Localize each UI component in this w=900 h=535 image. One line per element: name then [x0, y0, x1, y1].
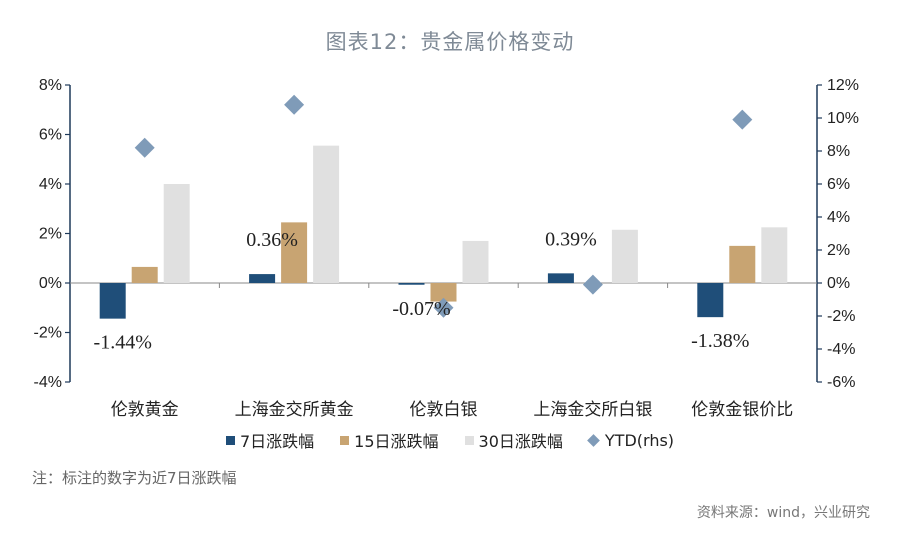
legend-label-15d: 15日涨跌幅 [354, 432, 439, 451]
ytd-markers-group [134, 94, 753, 318]
category-label-3: 上海金交所白银 [533, 400, 652, 420]
bars-group [99, 145, 788, 319]
bar-15d-0 [131, 266, 158, 283]
chart-source: 资料来源：wind，兴业研究 [696, 505, 870, 521]
right-tick-label: 6% [827, 176, 850, 193]
left-tick-label: 2% [39, 226, 62, 243]
bar-30d-4 [761, 227, 788, 283]
right-tick-label: -2% [827, 308, 855, 325]
category-label-0: 伦敦黄金 [111, 400, 179, 420]
left-tick-label: -2% [34, 325, 62, 342]
legend-label-7d: 7日涨跌幅 [239, 432, 315, 451]
right-tick-label: -6% [827, 374, 855, 391]
right-tick-label: 2% [827, 242, 850, 259]
bar-7d-0 [99, 283, 126, 319]
bar-7d-2 [398, 283, 425, 285]
bar-15d-4 [729, 245, 756, 283]
data-label-1: 0.36% [246, 229, 298, 251]
ytd-marker-4 [732, 109, 753, 130]
bar-30d-2 [462, 240, 489, 283]
ytd-marker-2 [433, 297, 454, 318]
left-tick-label: -4% [34, 374, 62, 391]
labels-group: 伦敦黄金 -1.44% 上海金交所黄金 0.36% 伦敦白银 -0.07% 上海金交所白银 0… [94, 228, 794, 420]
ytd-marker-3 [582, 274, 603, 295]
bar-7d-1 [249, 274, 276, 283]
legend-item-7d: 7日涨跌幅 [225, 428, 315, 452]
legend-swatch-15d [340, 435, 350, 445]
right-tick-label: 0% [827, 275, 850, 292]
chart-title: 图表12：贵金属价格变动 [325, 30, 575, 54]
category-label-1: 上海金交所黄金 [235, 400, 354, 420]
legend: 7日涨跌幅 15日涨跌幅 30日涨跌幅 YTD(rhs) [0, 428, 900, 452]
left-tick-label: 8% [39, 77, 62, 94]
ytd-marker-1 [284, 94, 305, 115]
data-label-4: -1.38% [691, 330, 749, 352]
legend-swatch-7d [225, 435, 235, 445]
axes-group: -4% -2% 0% 2% 4% 6% 8% -6% -4% -2% 0% 2% 4% 6% 8% 10% 12… [34, 77, 859, 391]
bar-7d-3 [547, 273, 574, 283]
bar-15d-1 [281, 222, 308, 283]
legend-swatch-ytd [587, 433, 600, 447]
legend-item-30d: 30日涨跌幅 [464, 428, 563, 452]
right-tick-label: 10% [827, 110, 859, 127]
bar-30d-0 [163, 184, 190, 283]
data-label-0: -1.44% [94, 332, 152, 354]
bar-30d-3 [611, 229, 638, 283]
data-label-2: -0.07% [392, 298, 450, 320]
category-label-4: 伦敦金银价比 [691, 400, 793, 420]
bar-30d-1 [313, 145, 340, 283]
data-label-3: 0.39% [545, 228, 597, 250]
category-label-2: 伦敦白银 [410, 400, 478, 420]
right-tick-label: 12% [827, 77, 859, 94]
legend-item-15d: 15日涨跌幅 [340, 428, 439, 452]
chart-note: 注：标注的数字为近7日涨跌幅 [32, 469, 237, 487]
right-tick-label: 8% [827, 143, 850, 160]
bar-15d-2 [430, 283, 457, 302]
left-tick-label: 6% [39, 127, 62, 144]
legend-swatch-30d [464, 435, 474, 445]
left-tick-label: 0% [39, 275, 62, 292]
legend-label-30d: 30日涨跌幅 [478, 432, 563, 451]
legend-item-ytd: YTD(rhs) [587, 428, 675, 452]
bar-7d-4 [697, 283, 724, 318]
right-tick-label: -4% [827, 341, 855, 358]
left-tick-label: 4% [39, 176, 62, 193]
legend-label-ytd: YTD(rhs) [604, 430, 675, 450]
ytd-marker-0 [134, 137, 155, 158]
right-tick-label: 4% [827, 209, 850, 226]
